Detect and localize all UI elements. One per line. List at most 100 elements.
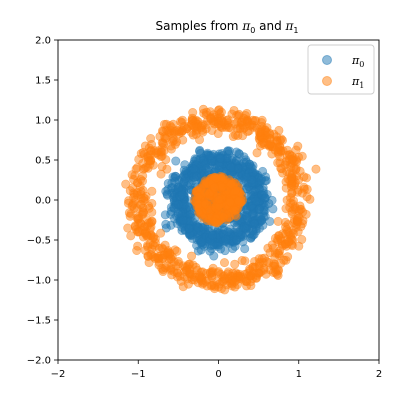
scatter-point — [230, 259, 240, 269]
scatter-point — [254, 223, 264, 233]
scatter-point — [166, 141, 176, 151]
scatter-point — [242, 213, 252, 223]
x-axis: −2 −1 0 1 2 — [51, 360, 382, 380]
scatter-point — [255, 204, 265, 214]
scatter-point — [233, 196, 243, 206]
x-tick-label: −1 — [131, 369, 146, 380]
scatter-point — [171, 156, 181, 166]
scatter-point — [173, 209, 183, 219]
scatter-point — [293, 227, 303, 237]
scatter-point — [291, 155, 301, 165]
scatter-point — [134, 227, 144, 237]
scatter-point — [156, 228, 166, 238]
scatter-point — [230, 186, 240, 196]
scatter-point — [178, 282, 188, 292]
scatter-point — [226, 179, 236, 189]
scatter-point — [150, 146, 160, 156]
scatter-point — [278, 229, 288, 239]
scatter-point — [210, 183, 220, 193]
scatter-point — [209, 251, 219, 261]
scatter-point — [255, 141, 265, 151]
legend-marker-pi1 — [322, 76, 332, 86]
scatter-point — [229, 105, 239, 115]
scatter-point — [251, 196, 261, 206]
scatter-point — [270, 145, 280, 155]
scatter-point — [205, 151, 215, 161]
scatter-point — [274, 125, 284, 135]
scatter-point — [136, 194, 146, 204]
scatter-point — [277, 241, 287, 251]
scatter-points — [121, 104, 321, 295]
legend-label-pi1: π1 — [351, 75, 364, 90]
scatter-point — [140, 163, 150, 173]
scatter-point — [240, 223, 250, 233]
scatter-point — [168, 133, 178, 143]
scatter-point — [165, 249, 175, 259]
y-tick-label: −1.0 — [27, 276, 51, 287]
scatter-point — [185, 269, 195, 279]
scatter-point — [123, 223, 133, 233]
scatter-point — [214, 195, 224, 205]
scatter-point — [196, 237, 206, 247]
y-tick-label: 0.5 — [35, 156, 51, 167]
scatter-point — [166, 263, 176, 273]
y-tick-label: −2.0 — [27, 356, 51, 367]
y-tick-label: −0.5 — [27, 236, 51, 247]
scatter-point — [157, 162, 167, 172]
scatter-point — [274, 266, 284, 276]
scatter-point — [123, 198, 133, 208]
scatter-point — [206, 281, 216, 291]
x-tick-label: 1 — [296, 369, 302, 380]
scatter-point — [195, 272, 205, 282]
y-tick-label: 1.0 — [35, 116, 51, 127]
scatter-point — [292, 187, 302, 197]
scatter-point — [134, 212, 144, 222]
scatter-point — [273, 235, 283, 245]
scatter-point — [187, 251, 197, 261]
y-tick-label: 0.0 — [35, 196, 51, 207]
scatter-point — [223, 227, 233, 237]
scatter-point — [242, 108, 252, 118]
scatter-point — [287, 239, 297, 249]
scatter-point — [254, 254, 264, 264]
scatter-point — [200, 188, 210, 198]
scatter-point — [129, 189, 139, 199]
scatter-point — [159, 146, 169, 156]
scatter-point — [232, 155, 242, 165]
scatter-point — [229, 277, 239, 287]
scatter-point — [187, 113, 197, 123]
scatter-point — [277, 164, 287, 174]
chart-title: Samples from π0 and π1 — [156, 19, 299, 35]
y-tick-label: 1.5 — [35, 76, 51, 87]
scatter-point — [177, 115, 187, 125]
scatter-point — [188, 260, 198, 270]
scatter-point — [248, 115, 258, 125]
scatter-point — [207, 230, 217, 240]
scatter-point — [311, 164, 321, 174]
scatter-point — [126, 231, 136, 241]
scatter-point — [242, 281, 252, 291]
scatter-point — [211, 173, 221, 183]
scatter-point — [295, 166, 305, 176]
scatter-point — [240, 256, 250, 266]
scatter-point — [268, 243, 278, 253]
y-tick-label: 2.0 — [35, 36, 51, 47]
series-pi1 — [121, 104, 321, 295]
scatter-point — [201, 107, 211, 117]
scatter-point — [260, 193, 270, 203]
scatter-point — [170, 177, 180, 187]
scatter-point — [276, 134, 286, 144]
scatter-point — [188, 130, 198, 140]
scatter-point — [158, 138, 168, 148]
scatter-point — [147, 207, 157, 217]
scatter-point — [221, 234, 231, 244]
scatter-point — [216, 116, 226, 126]
x-tick-label: −2 — [51, 369, 66, 380]
scatter-point — [195, 145, 205, 155]
scatter-point — [226, 162, 236, 172]
x-tick-label: 0 — [215, 369, 221, 380]
scatter-point — [287, 168, 297, 178]
scatter-point — [256, 175, 266, 185]
scatter-point — [195, 135, 205, 145]
